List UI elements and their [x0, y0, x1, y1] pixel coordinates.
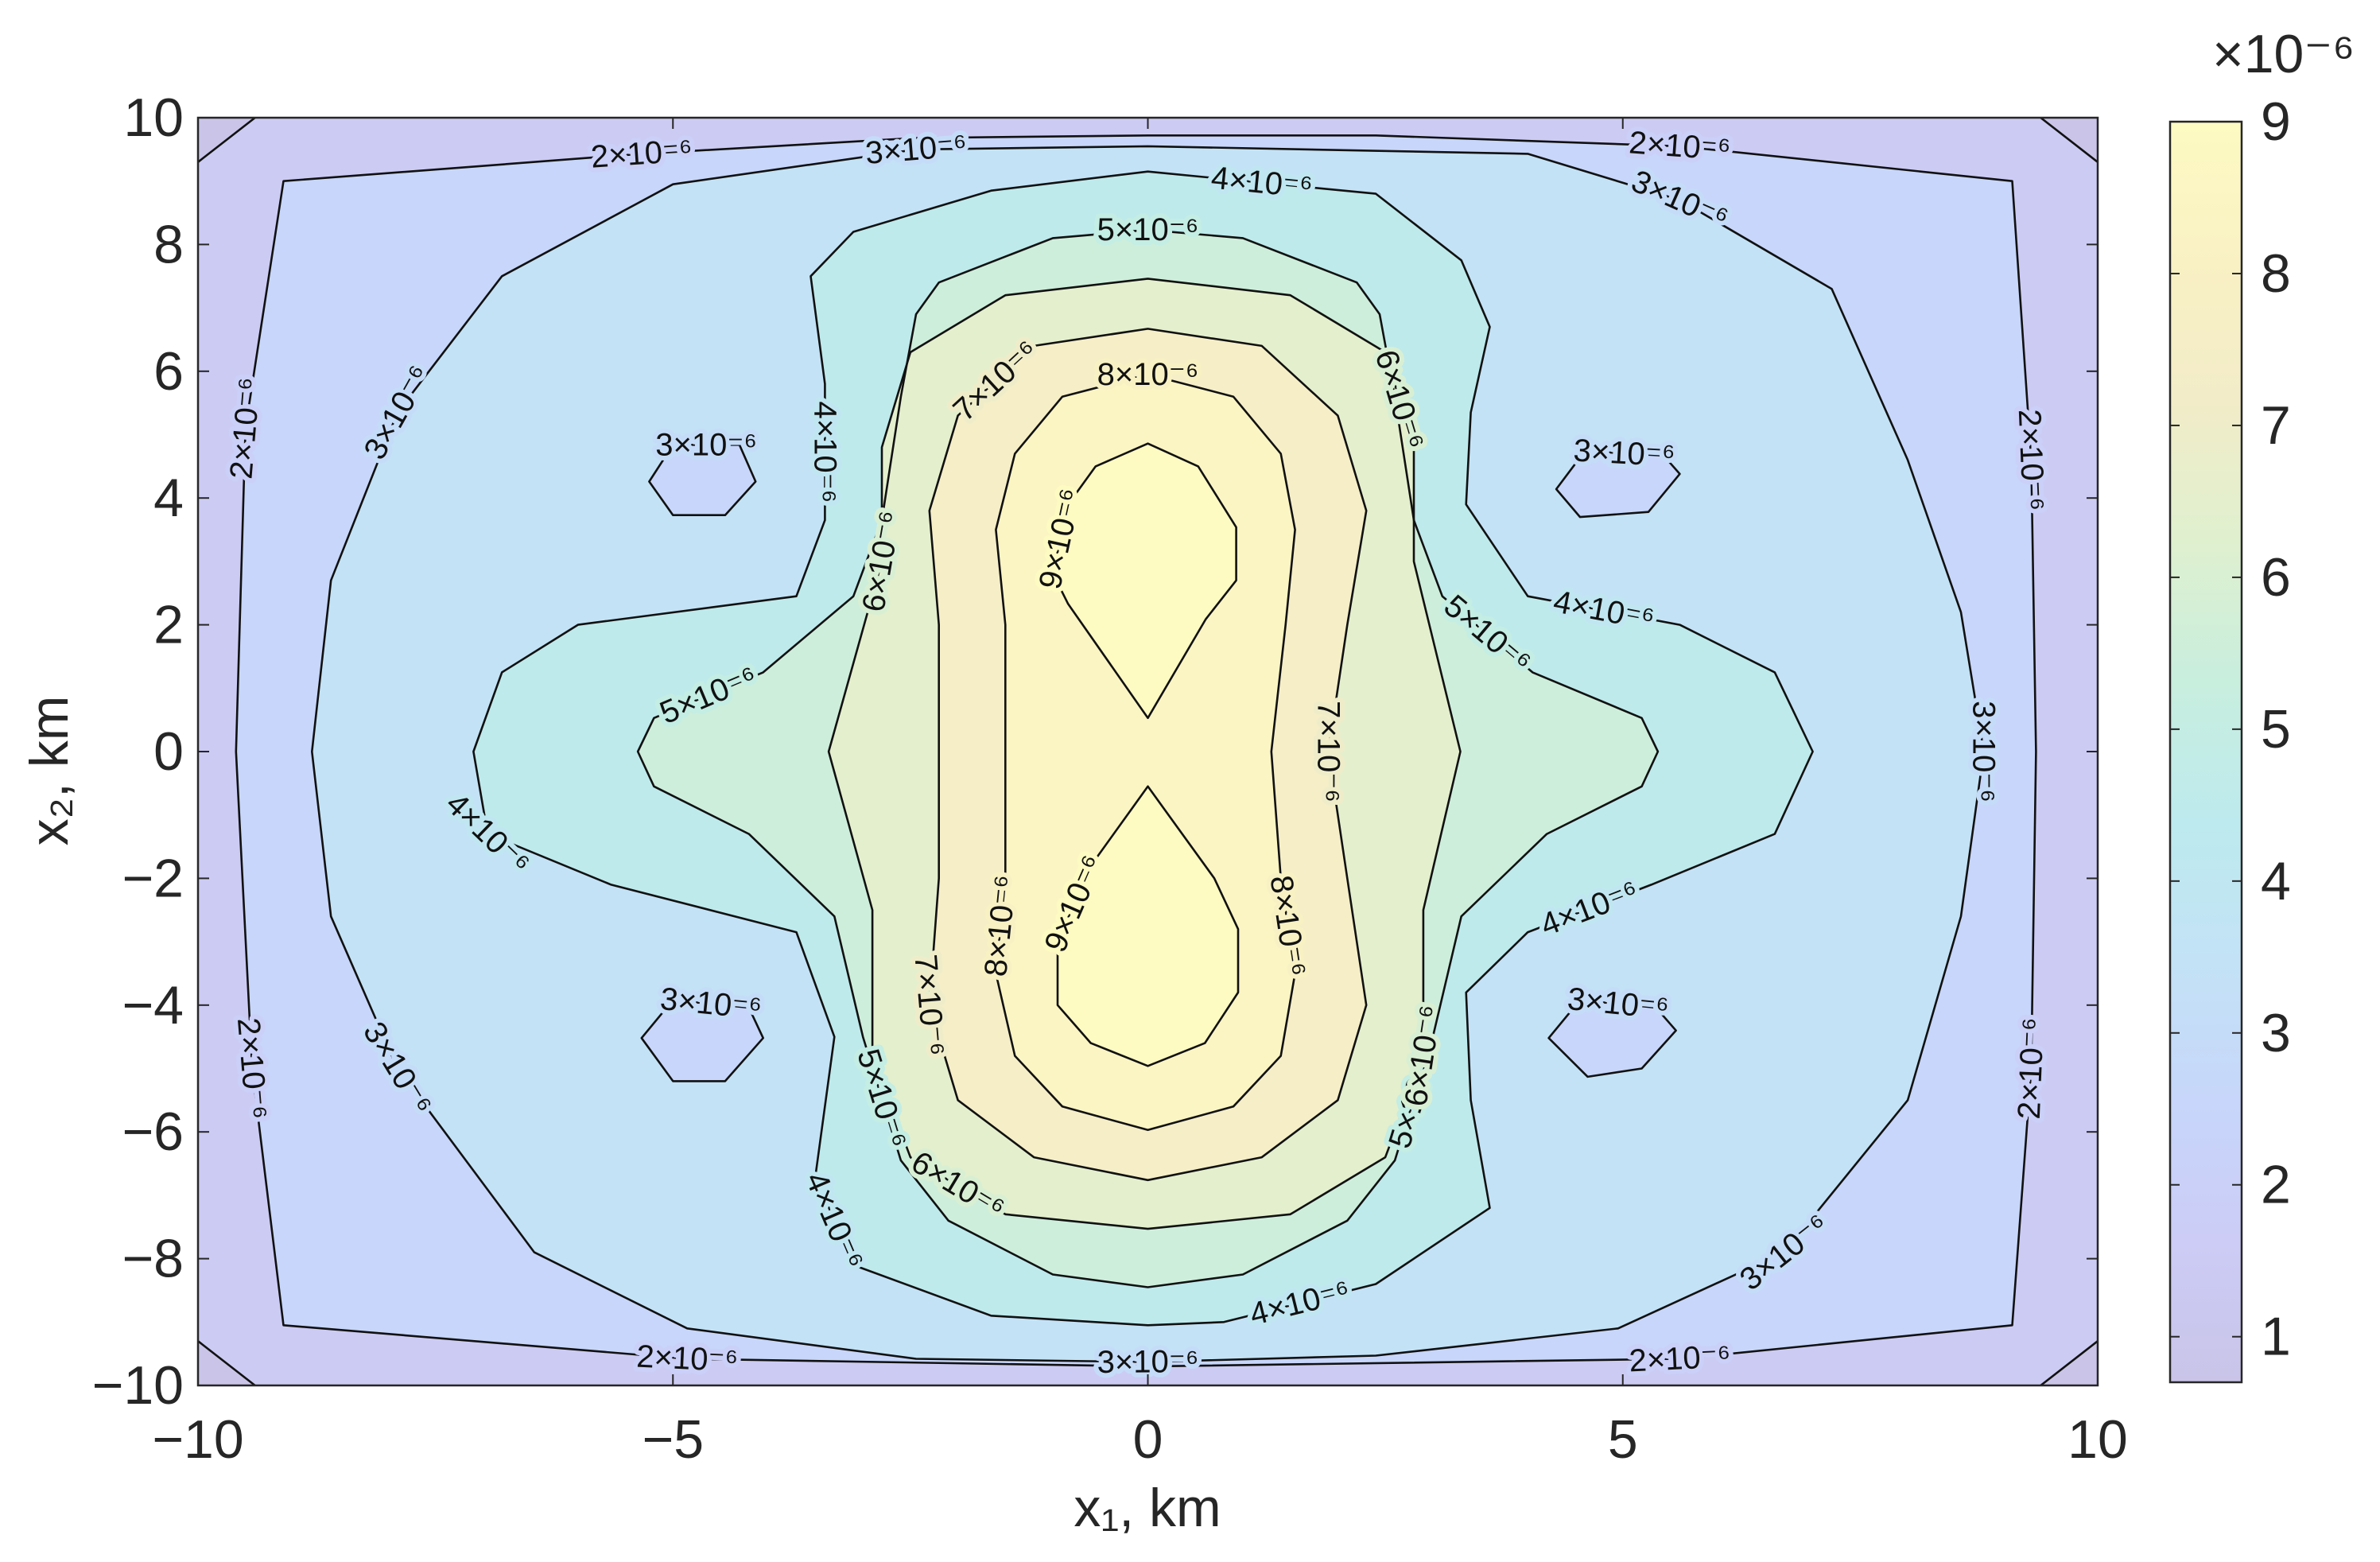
contour-fill — [649, 445, 756, 515]
contour-fill — [1053, 443, 1237, 718]
contour-line — [472, 170, 1814, 1327]
x-tick-label: −5 — [642, 1409, 704, 1470]
contour-label: 5×10⁻⁶ — [1097, 212, 1199, 247]
colorbar-tick-label: 6 — [2261, 547, 2291, 608]
contour-label: 2×10⁻⁶ — [2012, 409, 2051, 511]
contour-line — [640, 999, 764, 1082]
contour-line — [198, 1340, 256, 1385]
contour-line — [1056, 785, 1240, 1067]
contour-line — [636, 228, 1660, 1288]
colorbar-tick-label: 1 — [2261, 1307, 2291, 1367]
contour-label: 7×10⁻⁶ — [1311, 701, 1346, 802]
y-tick-label: −8 — [122, 1229, 184, 1289]
contour-line — [1547, 999, 1677, 1078]
colorbar — [2168, 120, 2243, 1384]
contour-label: 4×10⁻⁶ — [807, 402, 842, 503]
y-tick-label: −6 — [122, 1102, 184, 1162]
plot-area: 2×10⁻⁶ 2×10⁻⁶2×10⁻⁶2×10⁻⁶2×10⁻⁶2×10⁻⁶2×10… — [198, 118, 2098, 1385]
y-tick-label: −4 — [122, 975, 184, 1036]
contour-fill — [1548, 1000, 1676, 1077]
contour-label: 3×10⁻⁶ — [655, 427, 757, 462]
colorbar-tick-label: 3 — [2261, 1003, 2291, 1063]
colorbar-tick-label: 5 — [2261, 699, 2291, 760]
colorbar-tick-label: 2 — [2261, 1155, 2291, 1215]
y-tick-label: −2 — [122, 848, 184, 908]
contour-label: 3×10⁻⁶ — [1573, 433, 1676, 473]
contour-line — [2040, 118, 2098, 163]
colorbar-tick-label: 8 — [2261, 243, 2291, 304]
contour-line — [995, 373, 1296, 1132]
x-tick-label: −10 — [152, 1409, 243, 1470]
contour-label: 3×10⁻⁶ — [1967, 701, 2001, 802]
y-tick-label: 8 — [153, 214, 184, 274]
colorbar-tick-label: 4 — [2261, 851, 2291, 911]
y-tick-label: −10 — [92, 1355, 184, 1416]
y-axis-label: x₂, km — [19, 696, 80, 846]
contour-line — [928, 328, 1368, 1182]
colorbar-tick-label: 9 — [2261, 91, 2291, 152]
contour-label: 2×10⁻⁶ — [590, 133, 693, 175]
y-tick-label: 6 — [153, 341, 184, 402]
colorbar-multiplier: ×10⁻⁶ — [2212, 24, 2355, 84]
contour-fill — [641, 1000, 763, 1082]
contour-label: 2×10⁻⁶ — [1628, 125, 1732, 167]
contour-line — [2040, 1340, 2098, 1385]
contour-label: 2×10⁻⁶ — [2012, 1017, 2051, 1120]
contour-fill — [1058, 786, 1238, 1067]
y-tick-label: 10 — [123, 87, 184, 148]
x-tick-label: 5 — [1608, 1409, 1638, 1470]
contour-line — [648, 444, 757, 516]
contour-line — [311, 145, 1985, 1363]
colorbar-tick-label: 7 — [2261, 395, 2291, 456]
contour-line — [827, 278, 1462, 1230]
contour-fill — [1556, 451, 1680, 518]
x-axis-label: x₁, km — [1074, 1478, 1221, 1538]
contour-label: 8×10⁻⁶ — [1097, 357, 1199, 392]
contour-line — [1555, 449, 1681, 519]
y-tick-label: 4 — [153, 468, 184, 528]
contour-line — [198, 118, 256, 163]
y-tick-label: 2 — [153, 595, 184, 655]
contour-label: 2×10⁻⁶ — [635, 1339, 739, 1379]
contour-line — [1051, 442, 1237, 720]
contour-label: 2×10⁻⁶ — [1629, 1339, 1732, 1379]
y-tick-label: 0 — [153, 721, 184, 782]
contour-line — [235, 134, 2037, 1368]
x-tick-label: 10 — [2067, 1409, 2128, 1470]
x-tick-label: 0 — [1133, 1409, 1163, 1470]
